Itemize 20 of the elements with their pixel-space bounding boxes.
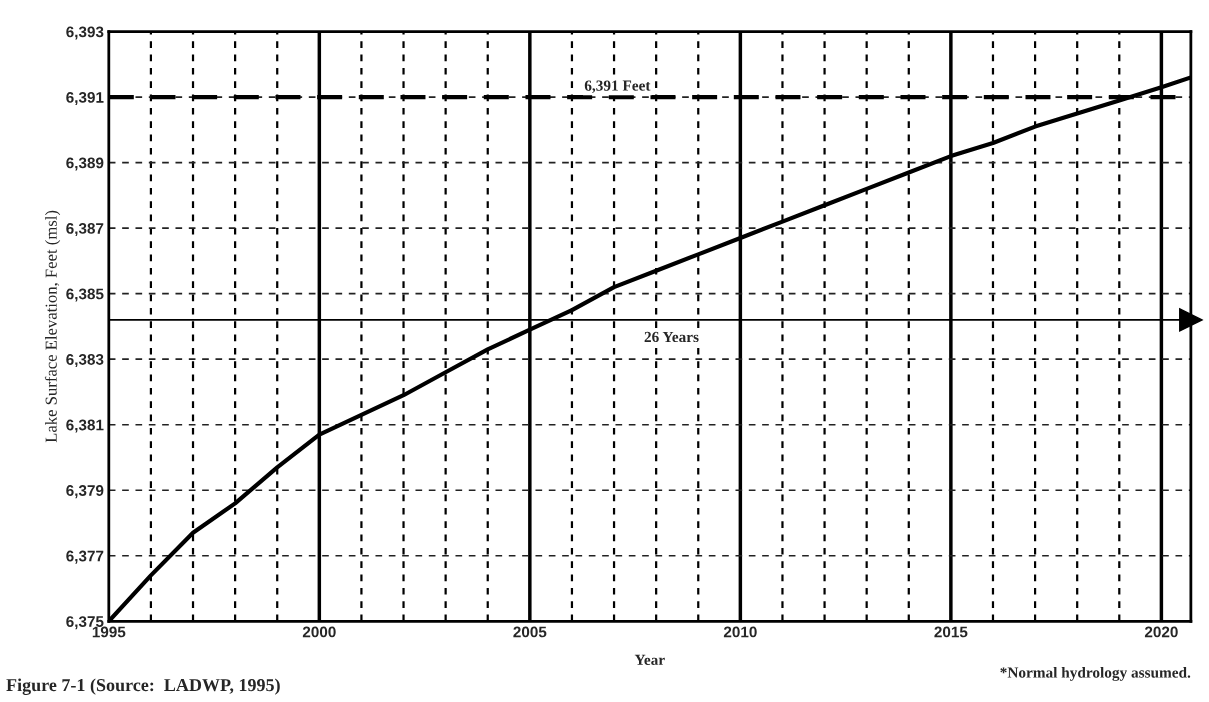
caption: Figure 7-1 (Source: LADWP, 1995): [6, 678, 280, 695]
y-tick-label: 6,393: [66, 26, 104, 40]
ref-line-label: 26 Years: [644, 331, 699, 343]
y-tick-label: 6,391: [66, 91, 104, 106]
x-tick-label: 2005: [513, 626, 547, 638]
y-tick-label: 6,381: [66, 419, 104, 433]
y-tick-label: 6,389: [66, 157, 104, 171]
x-axis-title: Year: [634, 654, 665, 666]
y-tick-label: 6,383: [66, 354, 104, 368]
y-tick-label: 6,377: [66, 550, 104, 564]
y-tick-label: 6,379: [66, 485, 104, 499]
x-tick-label: 2015: [934, 626, 968, 638]
x-tick-label: 2010: [723, 626, 757, 638]
y-tick-label: 6,387: [66, 223, 104, 237]
text: *Normal hydrology assumed.: [1000, 666, 1191, 681]
ref-line-label: 6,391 Feet: [584, 80, 651, 93]
x-tick-label: 2020: [1144, 626, 1178, 638]
y-tick-label: 6,385: [66, 288, 104, 302]
y-axis-title: Lake Surface Elevation, Feet (msl): [44, 210, 61, 443]
x-tick-label: 2000: [302, 626, 336, 638]
